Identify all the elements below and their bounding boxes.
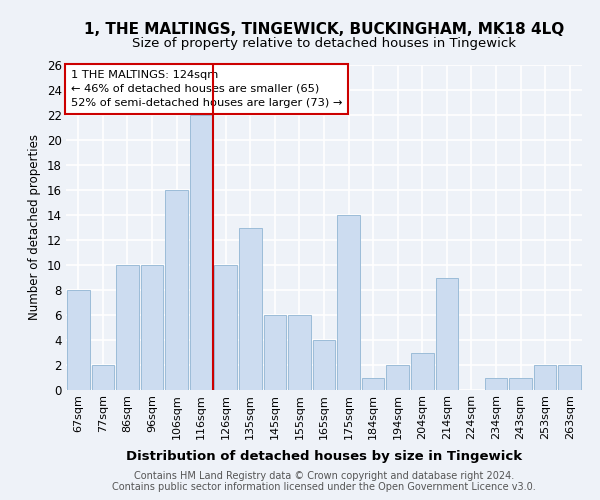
Bar (485, 378, 508, 390)
Bar (214, 265, 237, 390)
Text: Size of property relative to detached houses in Tingewick: Size of property relative to detached ho… (132, 38, 516, 51)
Bar (509, 378, 532, 390)
Text: Contains public sector information licensed under the Open Government Licence v3: Contains public sector information licen… (112, 482, 536, 492)
Bar (263, 315, 286, 390)
Bar (288, 315, 311, 390)
Y-axis label: Number of detached properties: Number of detached properties (28, 134, 41, 320)
Bar (559, 365, 581, 390)
Bar (534, 365, 556, 390)
Bar (411, 352, 434, 390)
Bar (165, 190, 188, 390)
Bar (239, 228, 262, 390)
Text: 1 THE MALTINGS: 124sqm
← 46% of detached houses are smaller (65)
52% of semi-det: 1 THE MALTINGS: 124sqm ← 46% of detached… (71, 70, 343, 108)
Bar (140, 265, 163, 390)
Bar (92, 365, 114, 390)
Bar (337, 215, 360, 390)
Bar (67, 290, 89, 390)
Text: 1, THE MALTINGS, TINGEWICK, BUCKINGHAM, MK18 4LQ: 1, THE MALTINGS, TINGEWICK, BUCKINGHAM, … (84, 22, 564, 38)
X-axis label: Distribution of detached houses by size in Tingewick: Distribution of detached houses by size … (126, 450, 522, 464)
Bar (313, 340, 335, 390)
Bar (436, 278, 458, 390)
Text: Contains HM Land Registry data © Crown copyright and database right 2024.: Contains HM Land Registry data © Crown c… (134, 471, 514, 481)
Bar (190, 115, 212, 390)
Bar (386, 365, 409, 390)
Bar (116, 265, 139, 390)
Bar (362, 378, 385, 390)
